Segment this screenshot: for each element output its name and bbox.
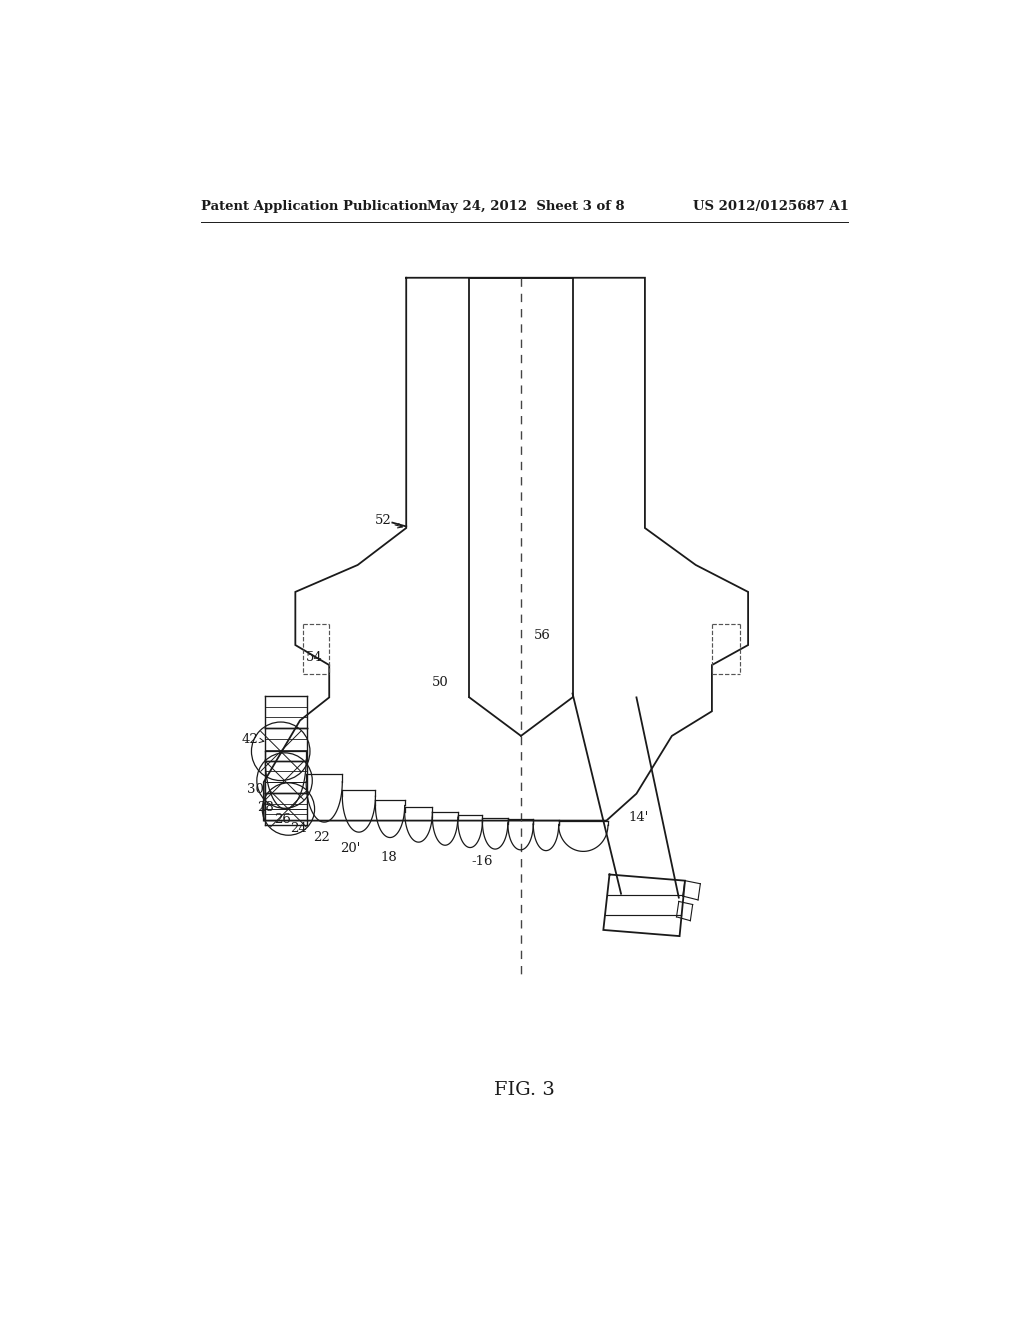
Text: 28: 28 xyxy=(257,801,273,814)
Text: Patent Application Publication: Patent Application Publication xyxy=(202,199,428,213)
Text: 26: 26 xyxy=(273,813,291,825)
Text: 20': 20' xyxy=(340,842,360,855)
Text: 18: 18 xyxy=(380,851,397,865)
Text: -16: -16 xyxy=(471,855,493,869)
Text: 52: 52 xyxy=(375,513,391,527)
Text: US 2012/0125687 A1: US 2012/0125687 A1 xyxy=(692,199,849,213)
Text: 14': 14' xyxy=(629,810,649,824)
Text: 42: 42 xyxy=(242,733,258,746)
Text: May 24, 2012  Sheet 3 of 8: May 24, 2012 Sheet 3 of 8 xyxy=(427,199,625,213)
Text: 56: 56 xyxy=(535,630,551,643)
Text: 24: 24 xyxy=(290,822,307,834)
Text: FIG. 3: FIG. 3 xyxy=(495,1081,555,1100)
Text: 54: 54 xyxy=(305,651,323,664)
Text: 22: 22 xyxy=(313,832,330,843)
Text: 30: 30 xyxy=(247,783,264,796)
Text: 50: 50 xyxy=(432,676,449,689)
